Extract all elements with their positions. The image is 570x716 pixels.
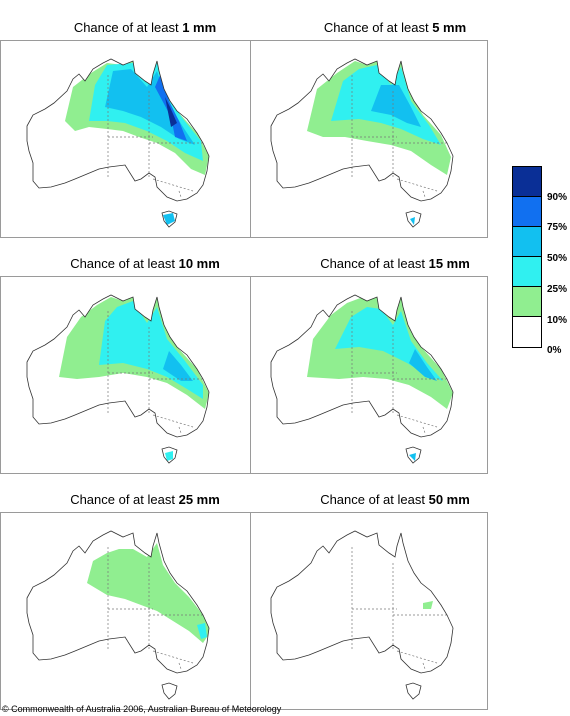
panel-title: Chance of at least 25 mm — [70, 492, 220, 507]
mainland-coastline — [270, 58, 454, 202]
mainland-coastline — [26, 530, 210, 674]
state-border — [422, 662, 426, 670]
mainland-coastline — [270, 530, 454, 674]
probability-zone — [197, 623, 207, 639]
state-border — [178, 190, 182, 198]
map-svg — [26, 294, 210, 464]
map-15mm — [250, 276, 488, 474]
panel-title: Chance of at least 1 mm — [73, 20, 217, 35]
legend-swatch-0-10 — [513, 317, 541, 347]
probability-zone — [165, 451, 173, 461]
state-border — [422, 426, 426, 434]
state-border — [178, 426, 182, 434]
legend-swatch-25-50 — [513, 257, 541, 287]
probability-zone — [163, 351, 193, 381]
legend-label-50: 50% — [547, 253, 568, 264]
map-50mm — [250, 512, 488, 710]
mainland-coastline — [26, 294, 210, 438]
probability-zone — [99, 301, 203, 399]
probability-legend: 90% 75% 50% 25% 10% 0% — [512, 166, 567, 356]
state-border — [396, 414, 438, 428]
probability-zone — [409, 349, 437, 381]
legend-label-25: 25% — [547, 284, 568, 295]
probability-zone — [423, 601, 433, 609]
state-border — [396, 650, 438, 664]
state-border — [178, 662, 182, 670]
probability-zone — [371, 85, 421, 127]
probability-fill — [307, 297, 453, 461]
map-svg — [26, 58, 210, 228]
probability-zone — [410, 217, 415, 225]
legend-colorbar — [512, 166, 542, 348]
panel-title: Chance of at least 5 mm — [323, 20, 467, 35]
panel-title: Chance of at least 10 mm — [70, 256, 220, 271]
probability-zone — [307, 297, 453, 409]
map-25mm — [0, 512, 260, 710]
map-svg — [270, 530, 454, 700]
state-border — [152, 178, 194, 192]
probability-fill — [65, 61, 209, 225]
tasmania-coastline — [161, 210, 178, 228]
probability-fill — [423, 565, 437, 609]
probability-zone — [155, 73, 187, 141]
tasmania-coastline — [405, 682, 422, 700]
probability-fill — [59, 297, 209, 461]
mainland-coastline — [270, 294, 454, 438]
probability-zone — [427, 565, 437, 577]
legend-swatch-75-90 — [513, 197, 541, 227]
legend-label-90: 90% — [547, 192, 568, 203]
map-5mm — [250, 40, 488, 238]
mainland-coastline — [26, 58, 210, 202]
map-10mm — [0, 276, 260, 474]
state-border — [152, 650, 194, 664]
legend-label-0: 0% — [547, 345, 562, 356]
probability-zone — [409, 453, 416, 461]
map-1mm — [0, 40, 260, 238]
probability-fill — [307, 61, 451, 225]
probability-zone — [165, 97, 177, 127]
tasmania-coastline — [161, 682, 178, 700]
map-svg — [270, 294, 454, 464]
probability-zone — [163, 213, 175, 225]
state-border — [422, 190, 426, 198]
state-border — [152, 414, 194, 428]
legend-label-75: 75% — [547, 222, 568, 233]
panel-title: Chance of at least 15 mm — [320, 256, 470, 271]
state-border — [396, 178, 438, 192]
legend-swatch-10-25 — [513, 287, 541, 317]
tasmania-coastline — [405, 210, 422, 228]
legend-swatch-90-100 — [513, 167, 541, 197]
map-svg — [26, 530, 210, 700]
copyright-notice: © Commonwealth of Australia 2006, Austra… — [2, 704, 282, 714]
map-svg — [270, 58, 454, 228]
legend-label-10: 10% — [547, 315, 568, 326]
tasmania-coastline — [405, 446, 422, 464]
legend-swatch-50-75 — [513, 227, 541, 257]
panel-title: Chance of at least 50 mm — [320, 492, 470, 507]
tasmania-coastline — [161, 446, 178, 464]
